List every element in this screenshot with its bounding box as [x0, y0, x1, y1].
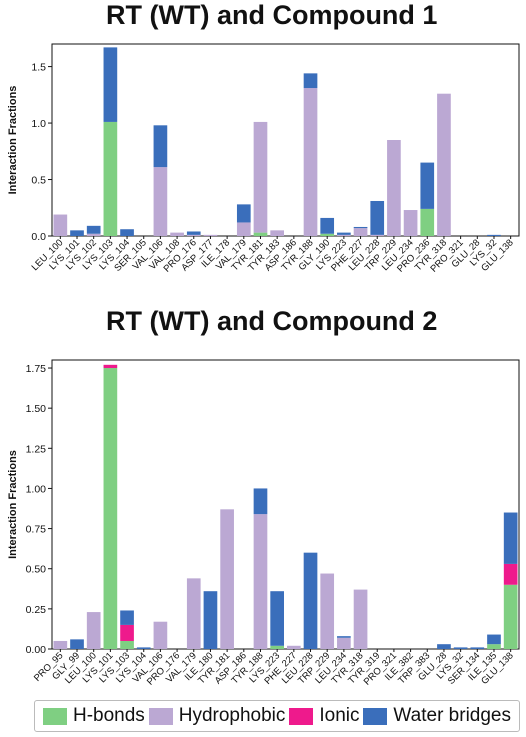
- c1-bar-hydrophobic-val-106: [153, 167, 168, 236]
- c1-bar-hydrophobic-leu-234: [403, 210, 418, 236]
- c1-bar-hydrophobic-lys-102: [86, 233, 101, 236]
- legend-item-hbonds: H-bonds: [42, 705, 145, 727]
- c2-bar-hbonds-glu-138: [503, 584, 518, 649]
- c1-ylabel: Interaction Fractions: [7, 86, 19, 195]
- c1-bar-hydrophobic-val-108: [170, 232, 184, 236]
- c2-bar-hbonds-lys-223: [270, 645, 284, 649]
- c2-bar-hydrophobic-phe-227: [287, 645, 301, 649]
- c2-axes-frame: [51, 359, 520, 650]
- c2-bar-water-ile-180: [203, 591, 218, 649]
- c1-bar-hydrophobic-phe-227: [353, 228, 368, 236]
- legend-swatch-ionic: [289, 707, 314, 725]
- c2-ytick-label: 1.25: [26, 443, 47, 455]
- c1-bar-water-pro-236: [420, 162, 435, 209]
- c2-bar-hydrophobic-val-106: [153, 621, 168, 649]
- chart-2-title: RT (WT) and Compound 2: [106, 306, 438, 336]
- c1-bar-hydrophobic-leu-228: [370, 234, 385, 236]
- c1-bar-hbonds-gly-190: [320, 233, 335, 236]
- c1-ytick-label: 1.0: [31, 118, 46, 130]
- c1-bar-hydrophobic-tyr-318: [437, 93, 451, 236]
- c1-ytick-label: 0.0: [31, 231, 46, 243]
- c1-bar-water-lys-104: [120, 229, 134, 236]
- c1-bar-water-val-106: [153, 125, 168, 168]
- c1-ytick-label: 1.5: [31, 62, 46, 74]
- legend-item-water-bridges: Water bridges: [363, 705, 511, 727]
- c2-bar-ionic-lys-101: [103, 364, 118, 369]
- c2-bar-water-ile-135: [487, 634, 501, 645]
- c1-bar-hbonds-pro-236: [420, 208, 435, 236]
- c1-bar-hydrophobic-tyr-188: [303, 88, 318, 236]
- c1-bar-water-val-179: [236, 204, 251, 223]
- c2-bar-hydrophobic-tyr-318: [353, 589, 368, 649]
- legend-item-ionic: Ionic: [289, 705, 359, 727]
- c2-bar-water-leu-228: [303, 552, 318, 649]
- c1-bar-hydrophobic-tyr-183: [270, 230, 284, 236]
- c1-bar-water-lys-102: [86, 225, 101, 234]
- c2-ylabel: Interaction Fractions: [7, 450, 19, 559]
- c1-bar-hydrophobic-trp-229: [387, 140, 401, 236]
- c1-bar-water-leu-228: [370, 200, 385, 235]
- legend: H-bonds Hydrophobic Ionic Water bridges: [34, 700, 520, 732]
- c1-bar-water-lys-101: [70, 230, 84, 236]
- c1-bar-hydrophobic-leu-100: [53, 214, 68, 236]
- c2-ytick-label: 0.25: [26, 604, 47, 616]
- c2-ytick-label: 1.50: [26, 403, 47, 415]
- c2-bar-water-glu-138: [503, 512, 518, 564]
- chart-2-plot: 0.00 0.25 0.50 0.75 1.00 1.25 1.50 1.75 Interact…: [7, 359, 520, 688]
- c2-bar-hydrophobic-tyr-188: [253, 514, 268, 649]
- c2-bar-hydrophobic-trp-229: [320, 573, 335, 649]
- c1-bar-hbonds-lys-103: [103, 121, 118, 236]
- c2-bar-water-ser-134: [470, 647, 485, 649]
- chart-1-title: RT (WT) and Compound 1: [106, 0, 438, 30]
- legend-label-hydrophobic: Hydrophobic: [178, 705, 286, 726]
- c2-bar-water-leu-234: [337, 636, 351, 638]
- c2-bar-water-lys-103: [120, 610, 134, 625]
- c2-bar-water-gly-99: [70, 639, 84, 649]
- c1-bar-water-pro-176: [186, 231, 201, 235]
- c2-bar-hydrophobic-leu-234: [337, 637, 351, 649]
- c1-ytick-label: 0.5: [31, 175, 46, 187]
- c1-bar-hydrophobic-asp-177: [203, 234, 218, 236]
- legend-swatch-water-bridges: [363, 707, 388, 725]
- c1-bar-hydrophobic-pro-176: [186, 234, 201, 236]
- legend-swatch-hbonds: [42, 707, 67, 725]
- c2-bar-hbonds-lys-101: [103, 368, 118, 649]
- c1-bar-hydrophobic-lys-223: [337, 234, 351, 236]
- c1-bar-water-lys-32: [487, 234, 501, 236]
- c2-ytick-label: 0.50: [26, 564, 47, 576]
- c2-bar-ionic-glu-138: [503, 563, 518, 585]
- c2-bar-hbonds-ile-135: [487, 644, 501, 649]
- c2-ytick-label: 0.00: [26, 644, 47, 656]
- c2-bar-water-lys-223: [270, 591, 284, 646]
- c1-bar-hydrophobic-val-179: [236, 222, 251, 236]
- legend-swatch-hydrophobic: [148, 707, 173, 725]
- c1-bar-water-phe-227: [353, 226, 368, 229]
- c2-bar-water-lys-104: [136, 647, 151, 649]
- c1-bar-water-tyr-188: [303, 73, 318, 89]
- c1-bar-water-gly-190: [320, 217, 335, 234]
- c2-bar-hbonds-lys-103: [120, 640, 134, 649]
- c1-axes-frame: [51, 43, 520, 237]
- legend-label-water-bridges: Water bridges: [393, 705, 511, 726]
- c1-bar-hydrophobic-tyr-181: [253, 121, 268, 233]
- c2-bar-ionic-lys-103: [120, 624, 134, 641]
- legend-label-ionic: Ionic: [319, 705, 360, 726]
- c1-bar-water-lys-103: [103, 47, 118, 122]
- c2-bar-hydrophobic-val-179: [186, 578, 201, 649]
- c1-bar-hbonds-tyr-181: [253, 232, 268, 236]
- c2-bar-water-tyr-188: [253, 488, 268, 515]
- c2-ytick-label: 1.00: [26, 483, 47, 495]
- legend-label-hbonds: H-bonds: [72, 705, 145, 726]
- legend-item-hydrophobic: Hydrophobic: [148, 705, 286, 727]
- c2-bar-hydrophobic-tyr-181: [220, 509, 234, 649]
- c2-bar-water-lys-32: [453, 647, 468, 649]
- c2-bar-hydrophobic-pro-95: [53, 640, 68, 649]
- c2-ytick-label: 0.75: [26, 524, 47, 536]
- c2-bar-water-glu-28: [437, 644, 451, 649]
- c1-bar-water-lys-223: [337, 232, 351, 235]
- c2-bar-hydrophobic-leu-100: [86, 612, 101, 649]
- c2-ytick-label: 1.75: [26, 363, 47, 375]
